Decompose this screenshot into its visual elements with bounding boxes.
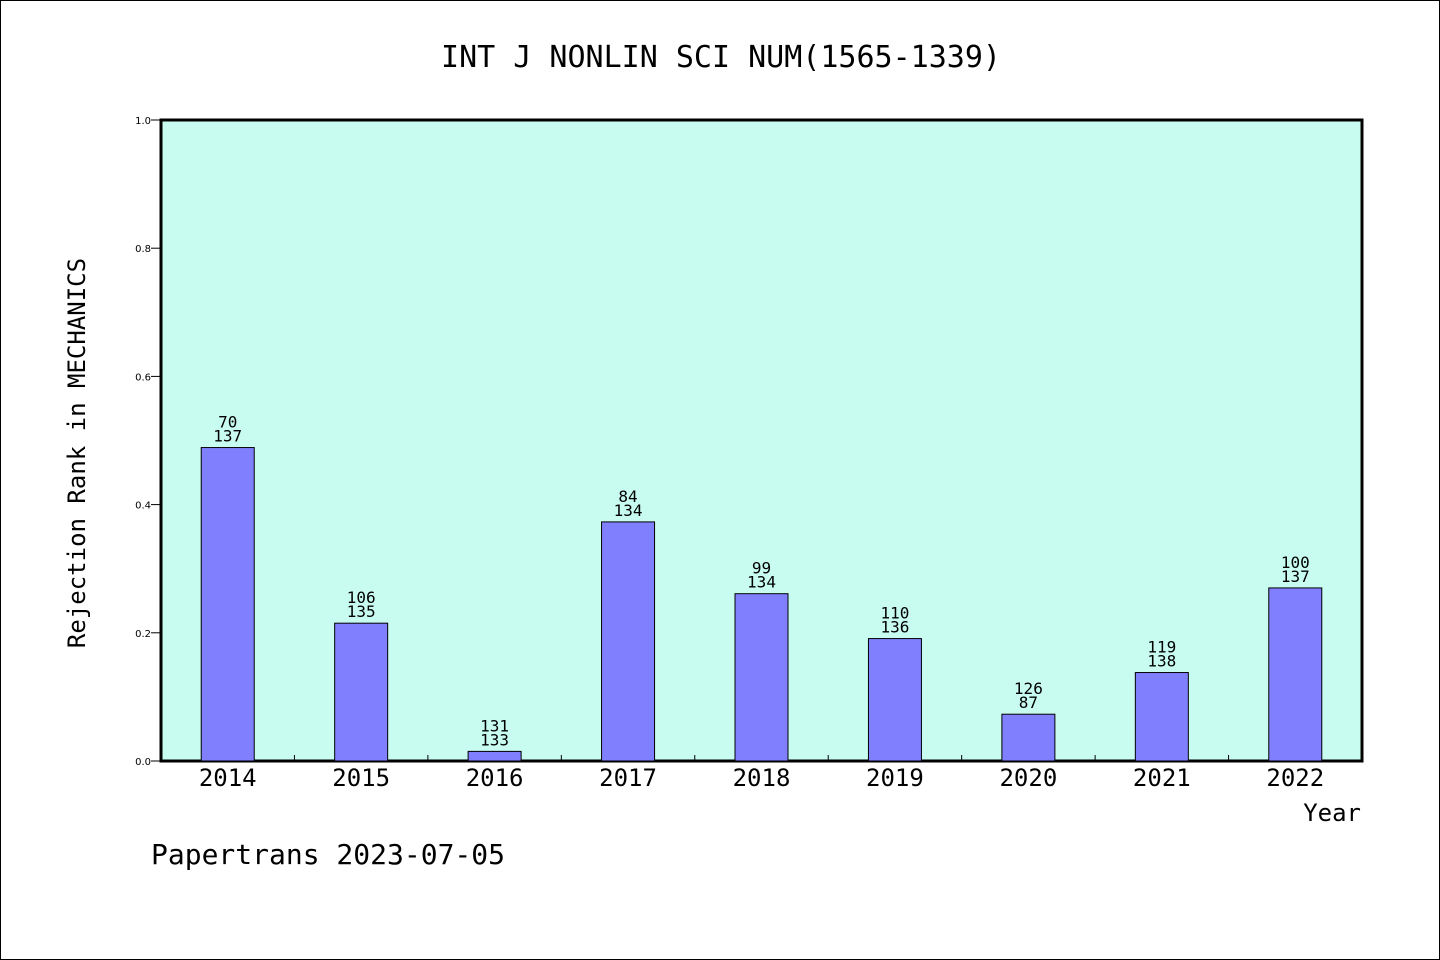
y-tick-label: 0.0 (135, 757, 151, 768)
bar-label-top-2021: 119 (1147, 638, 1176, 657)
y-axis-label: Rejection Rank in MECHANICS (63, 258, 91, 648)
bar-label-top-2020: 126 (1014, 679, 1043, 698)
y-axis: 0.0 0.2 0.4 0.6 0.8 1.0 (135, 116, 161, 768)
y-tick-label: 0.2 (135, 629, 151, 640)
bar-label-bottom-2016: 133 (480, 730, 509, 749)
x-axis-label: Year (1303, 799, 1361, 827)
x-axis: 2014 2015 2016 2017 2018 2019 2020 2021 2022 (199, 755, 1324, 792)
x-tick-label-2022: 2022 (1266, 764, 1324, 792)
bar-label-top-2019: 110 (880, 604, 909, 623)
chart-title: INT J NONLIN SCI NUM(1565-1339) (441, 40, 1001, 75)
footer-credit: Papertrans 2023-07-05 (151, 838, 505, 871)
x-tick-label-2016: 2016 (466, 764, 524, 792)
bar-2021 (1134, 672, 1189, 762)
bar-label-bottom-2018: 134 (747, 573, 776, 592)
bar-2014 (200, 447, 255, 762)
bar-label-top-2014: 70 (218, 413, 237, 432)
bar-label-bottom-2022: 137 (1281, 567, 1310, 586)
bar-2018 (734, 593, 789, 762)
bar-label-bottom-2021: 138 (1147, 652, 1176, 671)
bar-label-top-2018: 99 (752, 559, 771, 578)
x-tick-label-2015: 2015 (332, 764, 390, 792)
bar-label-bottom-2020: 87 (1019, 693, 1038, 712)
bars-group: 7013710613513113384134991341101361268711… (200, 413, 1323, 762)
bar-label-top-2022: 100 (1281, 553, 1310, 572)
bar-label-bottom-2017: 134 (614, 501, 643, 520)
bar-label-bottom-2014: 137 (213, 427, 242, 446)
bar-label-bottom-2019: 136 (880, 618, 909, 637)
bar-2022 (1268, 587, 1323, 762)
x-tick-label-2017: 2017 (599, 764, 657, 792)
bar-label-top-2016: 131 (480, 716, 509, 735)
y-tick-label: 0.6 (135, 372, 151, 383)
bar-2019 (867, 638, 922, 762)
bar-label-top-2017: 84 (618, 487, 637, 506)
y-tick-label: 1.0 (135, 116, 151, 127)
y-tick-label: 0.8 (135, 244, 151, 255)
x-tick-label-2018: 2018 (733, 764, 791, 792)
x-tick-label-2019: 2019 (866, 764, 924, 792)
x-tick-label-2020: 2020 (999, 764, 1057, 792)
bar-label-top-2015: 106 (347, 588, 376, 607)
y-tick-label: 0.4 (135, 501, 151, 512)
bar-label-bottom-2015: 135 (347, 602, 376, 621)
bar-2017 (601, 521, 656, 762)
x-tick-label-2021: 2021 (1133, 764, 1191, 792)
bar-2016 (467, 750, 522, 762)
x-tick-label-2014: 2014 (199, 764, 257, 792)
bar-2015 (334, 622, 389, 762)
bar-2020 (1001, 713, 1056, 762)
